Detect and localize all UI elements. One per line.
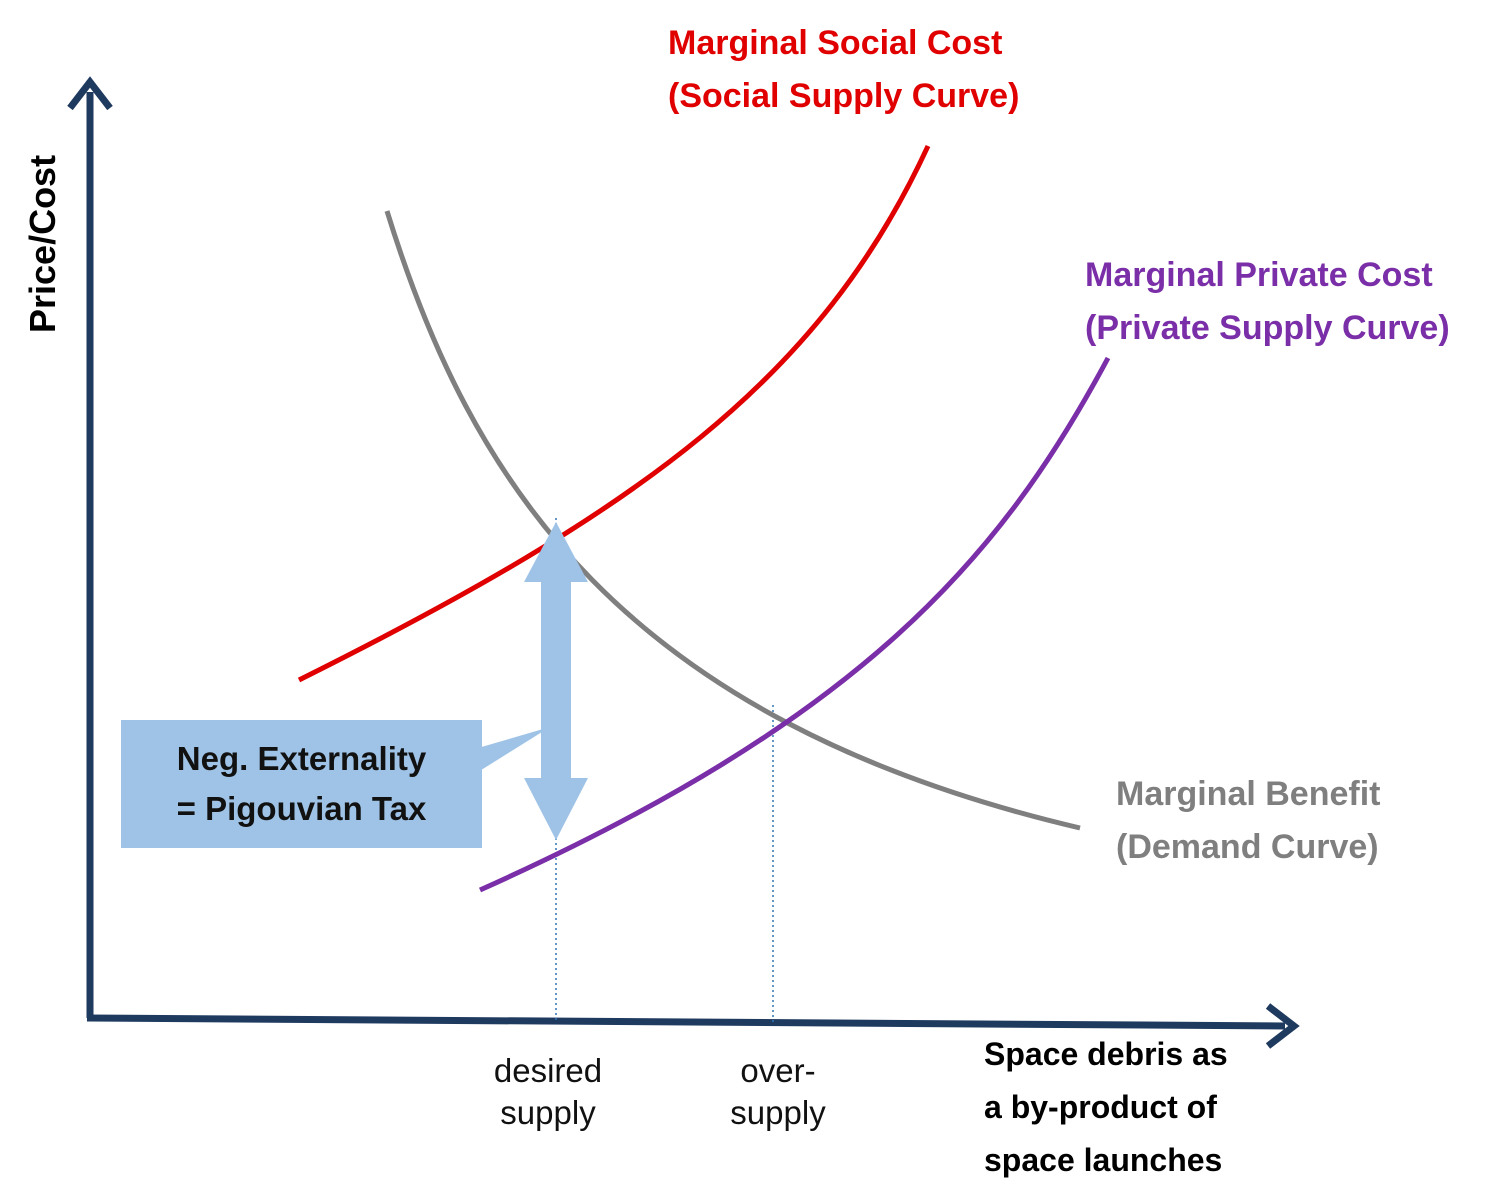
oversupply-tick-label: over- supply [730, 1052, 826, 1131]
x-axis [86, 1014, 1286, 1030]
marginal-private-cost-label: Marginal Private Cost (Private Supply Cu… [1085, 256, 1450, 347]
marginal-benefit-label: Marginal Benefit (Demand Curve) [1116, 775, 1381, 866]
tax-double-arrow [524, 522, 588, 840]
pigouvian-tax-callout: Neg. Externality = Pigouvian Tax [121, 720, 482, 848]
callout-pointer [478, 727, 550, 772]
marginal-private-cost-curve [478, 356, 1111, 893]
x-axis-label: Space debris as a by-product of space la… [984, 1036, 1228, 1178]
y-axis-label: Price/Cost [22, 154, 63, 333]
marginal-benefit-curve [384, 210, 1081, 831]
marginal-social-cost-curve [297, 144, 931, 683]
y-axis-arrowhead [67, 76, 113, 111]
marginal-social-cost-label: Marginal Social Cost (Social Supply Curv… [668, 24, 1020, 115]
x-axis-arrowhead [1265, 1003, 1300, 1049]
desired-supply-tick-label: desired supply [493, 1052, 603, 1131]
